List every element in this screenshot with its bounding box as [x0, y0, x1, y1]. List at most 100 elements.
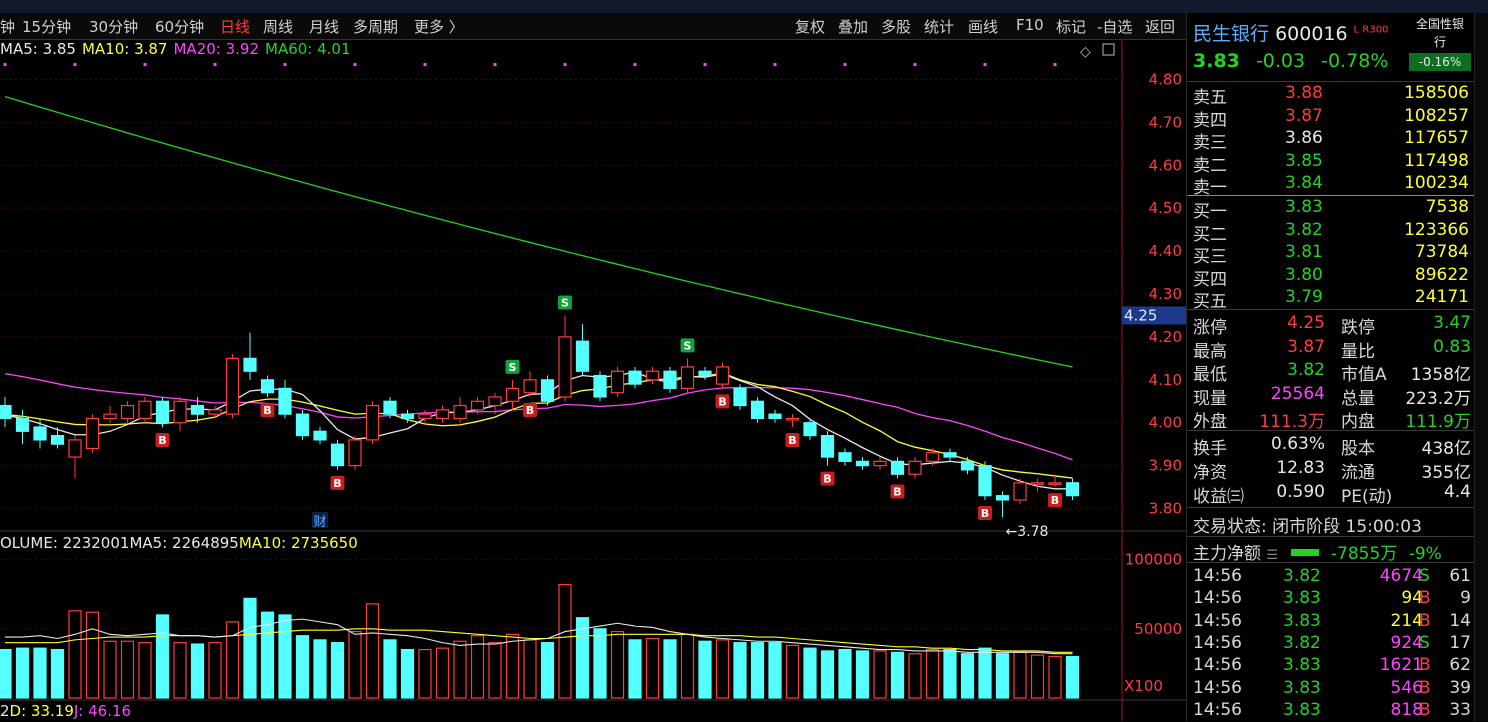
order-book-row[interactable]: 卖三 3.86 117657	[1187, 128, 1475, 153]
order-book-row[interactable]: 买三 3.81 73784	[1187, 242, 1475, 267]
candle[interactable]	[85, 417, 100, 450]
candle[interactable]	[925, 452, 940, 462]
volume-bar[interactable]	[488, 642, 502, 699]
tick-row[interactable]: 14:56 3.83 818 B 33	[1187, 700, 1475, 722]
buy-marker[interactable]	[155, 433, 170, 448]
volume-bar[interactable]	[803, 647, 817, 699]
candle[interactable]	[575, 340, 590, 372]
toolbar-button[interactable]: 复权	[795, 18, 826, 36]
candle[interactable]	[453, 404, 467, 420]
volume-bar[interactable]	[785, 644, 800, 699]
order-book-row[interactable]: 卖五 3.88 158506	[1187, 83, 1475, 108]
volume-bar[interactable]	[505, 633, 520, 699]
candle[interactable]	[15, 417, 30, 432]
volume-bar[interactable]	[698, 640, 712, 699]
volume-bar[interactable]	[15, 647, 30, 699]
candle[interactable]	[225, 357, 240, 415]
candle[interactable]	[768, 413, 782, 420]
volume-bar[interactable]	[645, 637, 660, 699]
tick-row[interactable]: 14:56 3.83 214 B 14	[1187, 611, 1475, 633]
candle[interactable]	[873, 460, 887, 467]
candle[interactable]	[173, 400, 187, 424]
volume-bar[interactable]	[190, 643, 205, 699]
candle[interactable]	[610, 370, 625, 394]
volume-bar[interactable]	[960, 653, 975, 699]
candle[interactable]	[995, 495, 1010, 501]
volume-bar[interactable]	[628, 639, 642, 699]
candle[interactable]	[943, 452, 957, 458]
kline-chart[interactable]: 4.80 4.70 4.60 4.50 4.40 4.30 4.20 4.10 4.00 3.90…	[0, 0, 1186, 721]
side-scrollbar[interactable]	[1474, 13, 1488, 721]
volume-bar[interactable]	[558, 583, 572, 699]
volume-bar[interactable]	[733, 642, 747, 699]
volume-bar[interactable]	[418, 648, 432, 699]
candle[interactable]	[733, 387, 747, 407]
volume-bar[interactable]	[1013, 651, 1027, 699]
candle[interactable]	[960, 460, 975, 471]
stock-title[interactable]: 民生银行 600016 L R300	[1193, 19, 1388, 45]
volume-bar[interactable]	[33, 647, 47, 699]
volume-bar[interactable]	[0, 648, 12, 699]
buy-marker[interactable]	[978, 505, 992, 520]
candle[interactable]	[1030, 482, 1045, 485]
toolbar-button[interactable]: 统计	[924, 18, 955, 36]
window-icon[interactable]	[1102, 43, 1115, 56]
volume-bar[interactable]	[855, 650, 870, 699]
volume-bar[interactable]	[243, 597, 257, 699]
candle[interactable]	[400, 413, 415, 420]
candle[interactable]	[208, 409, 222, 415]
candle[interactable]	[715, 366, 730, 385]
candle[interactable]	[750, 400, 765, 420]
candle[interactable]	[680, 366, 695, 390]
sector-tag[interactable]: 全国性银 行 -0.16%	[1409, 15, 1471, 77]
candle[interactable]	[558, 336, 572, 398]
volume-bar[interactable]	[575, 617, 590, 699]
toolbar-button[interactable]: 标记	[1056, 18, 1087, 36]
candle[interactable]	[0, 404, 12, 420]
volume-bar[interactable]	[348, 630, 362, 699]
volume-bar[interactable]	[85, 611, 100, 699]
volume-bar[interactable]	[68, 610, 82, 699]
volume-bar[interactable]	[593, 628, 607, 699]
tick-row[interactable]: 14:56 3.82 924 S 17	[1187, 633, 1475, 655]
order-book-row[interactable]: 卖四 3.87 108257	[1187, 106, 1475, 131]
candle[interactable]	[365, 404, 380, 441]
candle[interactable]	[645, 370, 660, 381]
candle[interactable]	[890, 460, 905, 475]
candle[interactable]	[505, 387, 520, 402]
diamond-icon[interactable]: ◇	[1080, 44, 1091, 60]
candle[interactable]	[470, 400, 485, 411]
candle[interactable]	[785, 417, 800, 421]
candle[interactable]	[1048, 482, 1062, 485]
candle[interactable]	[68, 439, 82, 458]
volume-bar[interactable]	[103, 640, 117, 699]
volume-bar[interactable]	[155, 614, 170, 699]
volume-bar[interactable]	[208, 642, 222, 699]
order-book-row[interactable]: 卖一 3.84 100234	[1187, 173, 1475, 198]
volume-bar[interactable]	[313, 639, 327, 699]
candle[interactable]	[418, 413, 432, 420]
candle[interactable]	[243, 357, 257, 372]
buy-marker[interactable]	[523, 402, 537, 417]
volume-bar[interactable]	[908, 653, 922, 699]
period-tab[interactable]: 周线	[263, 18, 294, 36]
volume-bar[interactable]	[453, 640, 467, 699]
tick-row[interactable]: 14:56 3.83 1621 B 62	[1187, 655, 1475, 677]
candle[interactable]	[1013, 482, 1027, 501]
period-tab[interactable]: 日线	[220, 18, 251, 36]
candle[interactable]	[908, 460, 922, 475]
candle[interactable]	[488, 396, 502, 407]
toolbar-button[interactable]: F10	[1016, 16, 1044, 34]
period-tab[interactable]: 多周期	[353, 18, 399, 36]
volume-bar[interactable]	[1030, 654, 1045, 699]
period-tab[interactable]: 月线	[309, 18, 340, 36]
volume-bar[interactable]	[715, 639, 730, 699]
tick-row[interactable]: 14:56 3.83 546 B 39	[1187, 678, 1475, 700]
candle[interactable]	[278, 387, 292, 415]
sell-marker[interactable]	[680, 338, 695, 353]
period-tab[interactable]: 30分钟	[89, 18, 139, 36]
volume-bar[interactable]	[138, 642, 152, 699]
order-book-row[interactable]: 买二 3.82 123366	[1187, 220, 1475, 245]
candle[interactable]	[313, 430, 327, 441]
volume-bar[interactable]	[400, 648, 415, 699]
